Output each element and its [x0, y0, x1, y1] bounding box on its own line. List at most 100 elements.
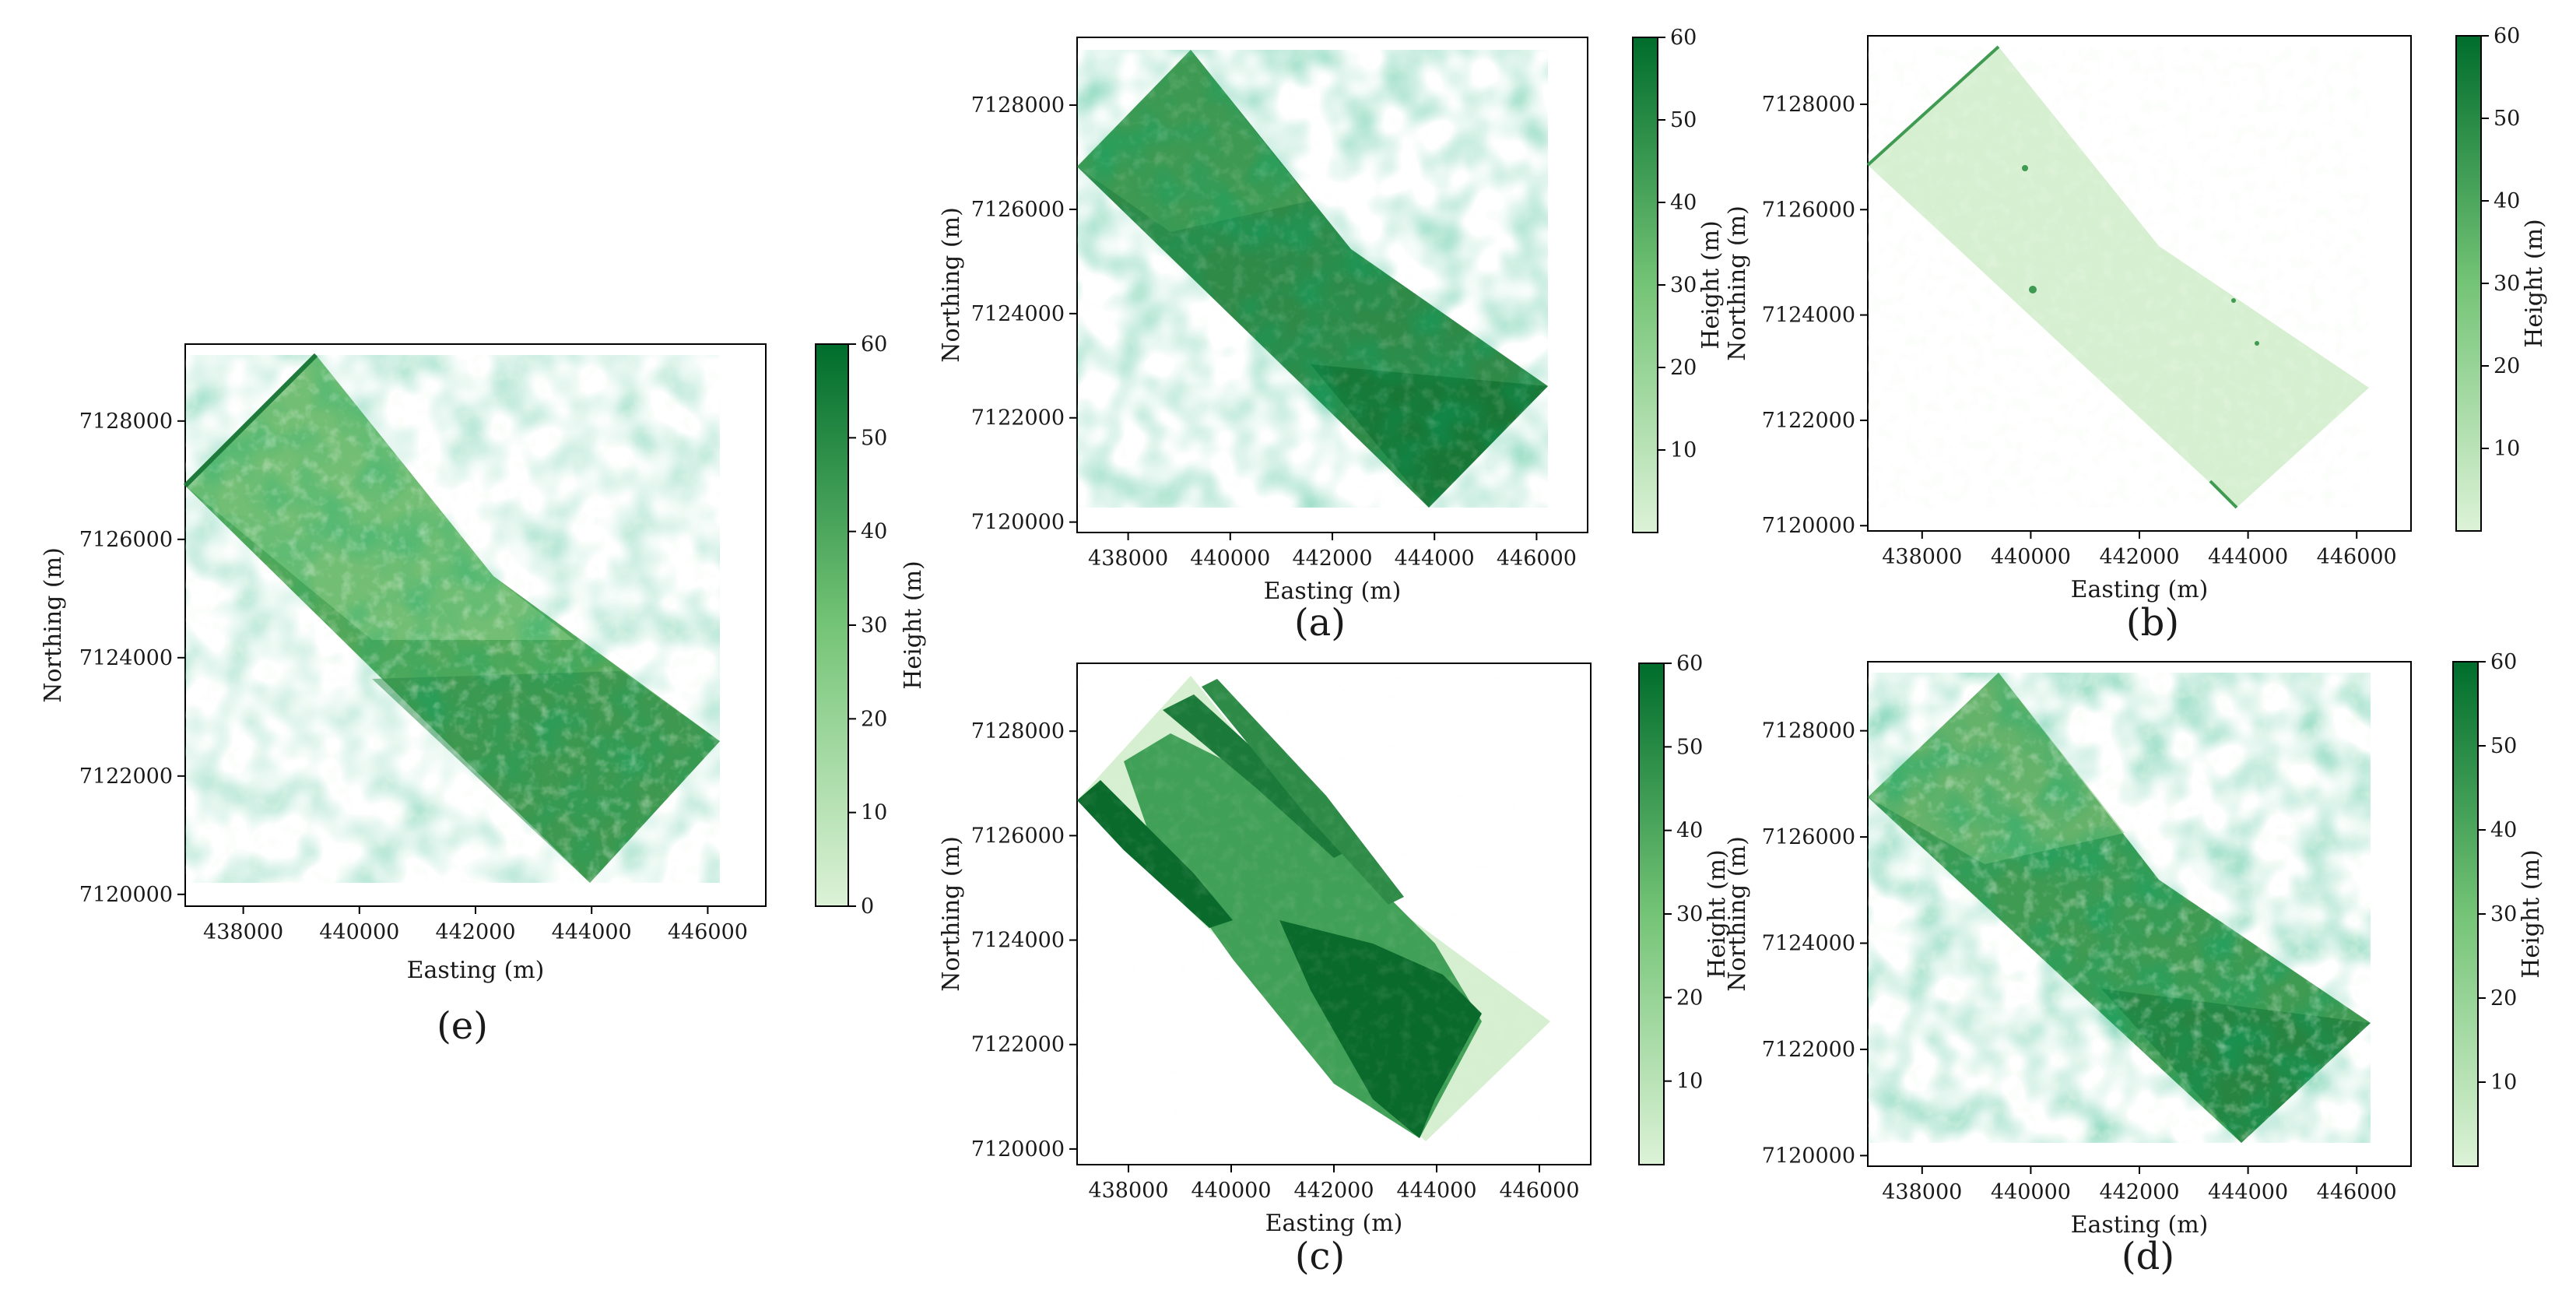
colorbar-gradient	[1632, 37, 1658, 533]
colorbar-tick-label: 50	[1676, 735, 1703, 759]
x-ticks: 438000 440000 442000 444000 446000	[203, 906, 748, 944]
y-ticks: 7120000 7122000 7124000 7126000 7128000	[1762, 93, 1868, 538]
x-ticks: 438000 440000 442000 444000 446000	[1882, 531, 2397, 569]
x-axis-label: Easting (m)	[2071, 1211, 2209, 1239]
colorbar-tick-label: 50	[1670, 108, 1697, 132]
survey-strip	[1866, 45, 2369, 509]
strip-edge-dark	[183, 353, 318, 488]
strip-texture-speckle	[1868, 673, 2371, 1143]
survey-strip	[1868, 673, 2371, 1143]
x-tick-label: 446000	[668, 920, 748, 944]
colorbar-tick-label: 20	[1670, 356, 1697, 380]
panel-b: 438000 440000 442000 444000 446000 712000071…	[1724, 24, 2548, 645]
x-axis-label: Easting (m)	[2071, 576, 2209, 603]
y-tick-label: 7128000	[79, 409, 173, 434]
x-axis-label: Easting (m)	[1264, 578, 1402, 605]
x-tick-label: 444000	[552, 920, 632, 944]
colorbar-tick-label: 10	[1670, 438, 1697, 462]
colorbar-tick-label: 30	[1670, 273, 1697, 297]
map-plot-area	[1076, 37, 1588, 533]
x-tick-label: 438000	[203, 920, 283, 944]
map-plot-area	[1076, 663, 1592, 1165]
colorbar-tick-label: 60	[861, 332, 887, 357]
y-tick-label: 7124000	[971, 929, 1065, 953]
x-tick-label: 440000	[1190, 547, 1270, 571]
colorbar-tick-label: 40	[2490, 818, 2517, 842]
y-ticks: 7120000 7122000 7124000 7126000 7128000	[1762, 719, 1868, 1168]
survey-strip	[183, 353, 720, 883]
panel-label: (b)	[2126, 601, 2179, 645]
x-tick-label: 440000	[1191, 1179, 1271, 1203]
x-ticks: 438000 440000 442000 444000 446000	[1088, 1165, 1580, 1203]
y-tick-label: 7126000	[971, 198, 1065, 222]
y-tick-label: 7120000	[1762, 1144, 1855, 1168]
y-tick-label: 7128000	[971, 719, 1065, 743]
panel-c: 438000 440000 442000 444000 446000 712000071…	[938, 652, 1731, 1278]
y-tick-label: 7120000	[79, 883, 173, 907]
panel-label: (d)	[2122, 1235, 2174, 1278]
y-tick-label: 7122000	[1762, 1038, 1855, 1062]
x-tick-label: 442000	[435, 920, 515, 944]
x-tick-label: 446000	[1499, 1179, 1579, 1203]
band-light	[1202, 679, 1404, 905]
colorbar-tick-label: 50	[2494, 107, 2520, 131]
y-tick-label: 7126000	[1762, 198, 1855, 222]
colorbar-ticks: 10 20 30 40 50 60	[2481, 24, 2520, 461]
y-axis-label: Northing (m)	[938, 836, 965, 992]
y-axis-label: Northing (m)	[938, 207, 965, 363]
x-tick-label: 442000	[2099, 545, 2179, 569]
y-tick-label: 7120000	[1762, 514, 1855, 538]
x-tick-label: 440000	[1991, 545, 2071, 569]
strip-texture-speckle	[1077, 50, 1548, 508]
colorbar-tick-label: 30	[1676, 902, 1703, 926]
y-ticks: 7120000 7122000 7124000 7126000 7128000	[971, 719, 1077, 1162]
x-tick-label: 440000	[1991, 1180, 2071, 1204]
colorbar-tick-label: 50	[2490, 734, 2517, 758]
strip-texture-speckle	[185, 355, 720, 883]
y-tick-label: 7124000	[971, 302, 1065, 326]
dark-patch	[2029, 286, 2037, 293]
y-tick-label: 7128000	[1762, 93, 1855, 117]
x-tick-label: 438000	[1882, 1180, 1962, 1204]
dark-patch	[2231, 298, 2236, 303]
x-axis-label: Easting (m)	[1265, 1210, 1403, 1237]
y-tick-label: 7122000	[971, 1033, 1065, 1057]
colorbar-tick-label: 40	[1676, 819, 1703, 843]
colorbar-gradient	[2452, 661, 2479, 1167]
colorbar-tick-label: 10	[2490, 1070, 2517, 1095]
colorbar-tick-label: 30	[2490, 902, 2517, 926]
colorbar-tick-label: 20	[2490, 986, 2517, 1011]
colorbar-ticks: 10 20 30 40 50 60	[1658, 26, 1697, 462]
y-tick-label: 7122000	[971, 406, 1065, 431]
survey-strip	[1077, 50, 1548, 508]
colorbar-tick-label: 30	[2494, 272, 2520, 296]
colorbar-tick-label: 10	[2494, 437, 2520, 461]
colorbar-tick-label: 10	[861, 801, 887, 825]
panel-label: (c)	[1295, 1235, 1345, 1278]
colorbar-gradient	[2455, 35, 2482, 532]
colorbar-tick-label: 20	[1676, 986, 1703, 1010]
colorbar-tick-label: 40	[1670, 191, 1697, 215]
x-tick-label: 446000	[2317, 545, 2397, 569]
y-tick-label: 7128000	[1762, 719, 1855, 743]
x-tick-label: 446000	[1497, 547, 1577, 571]
y-tick-label: 7122000	[1762, 409, 1855, 433]
colorbar-label: Height (m)	[2521, 219, 2548, 347]
y-tick-label: 7120000	[971, 511, 1065, 535]
colorbar-tick-label: 0	[861, 895, 874, 919]
x-tick-label: 442000	[1292, 547, 1372, 571]
map-plot-area	[1866, 35, 2412, 532]
colorbar-tick-label: 60	[2490, 650, 2517, 674]
x-ticks: 438000 440000 442000 444000 446000	[1882, 1166, 2397, 1204]
x-tick-label: 440000	[319, 920, 399, 944]
panel-label: (a)	[1294, 601, 1346, 645]
colorbar-tick-label: 60	[1676, 652, 1703, 676]
y-tick-label: 7124000	[1762, 304, 1855, 328]
colorbar-tick-label: 40	[861, 520, 887, 544]
x-tick-label: 444000	[1396, 1179, 1476, 1203]
x-tick-label: 446000	[2317, 1180, 2397, 1204]
y-axis-label: Northing (m)	[1724, 836, 1751, 992]
strip-texture-speckle	[1868, 47, 2369, 508]
colorbar-ticks: 0 10 20 30 40 50 60	[848, 332, 887, 919]
x-ticks: 438000 440000 442000 444000 446000	[1088, 533, 1577, 571]
